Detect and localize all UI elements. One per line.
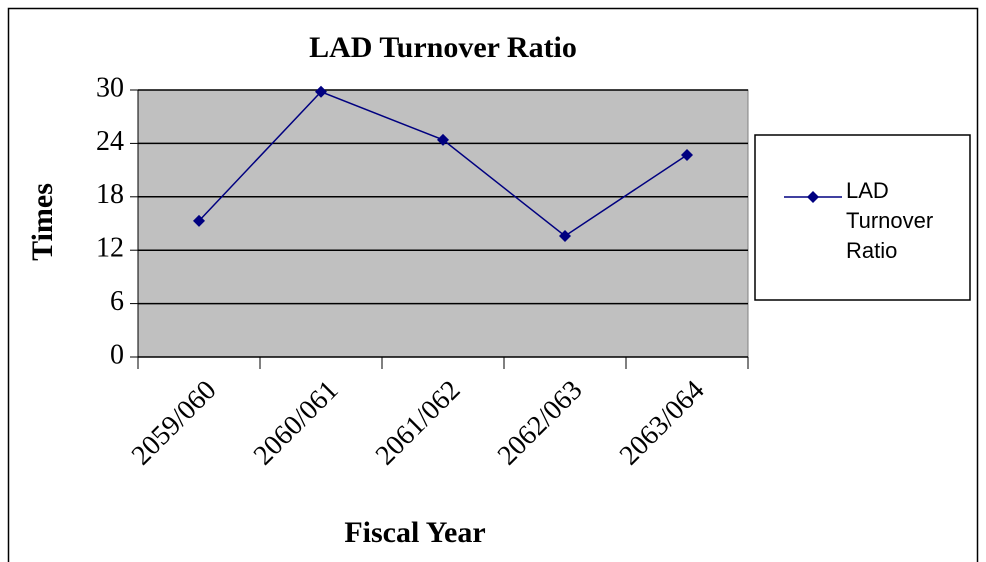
plot-area: [137, 89, 749, 358]
y-tick-label: 18: [96, 179, 124, 210]
y-tick-label: 6: [110, 286, 124, 317]
data-point: [315, 85, 327, 98]
chart-title: LAD Turnover Ratio: [309, 31, 577, 64]
x-tick-label: 2063/064: [614, 375, 711, 472]
data-point: [681, 148, 693, 161]
data-point: [559, 229, 571, 242]
data-point: [437, 133, 449, 146]
y-axis-title: Times: [26, 183, 59, 261]
x-tick-label: 2060/061: [248, 375, 345, 472]
x-tick-label: 2059/060: [126, 375, 223, 472]
x-tick-label: 2061/062: [370, 375, 467, 472]
chart-border: [7, 7, 979, 562]
data-point: [193, 214, 205, 227]
y-tick-label: 12: [96, 233, 124, 264]
x-tick-label: 2062/063: [492, 375, 589, 472]
legend-box: [754, 134, 971, 301]
legend-swatch-marker: [807, 191, 819, 203]
x-axis-title: Fiscal Year: [344, 516, 485, 549]
y-tick-label: 24: [96, 126, 124, 157]
y-tick-label: 30: [96, 72, 124, 103]
legend-label: LAD Turnover Ratio: [846, 178, 934, 263]
y-tick-label: 0: [110, 339, 124, 370]
